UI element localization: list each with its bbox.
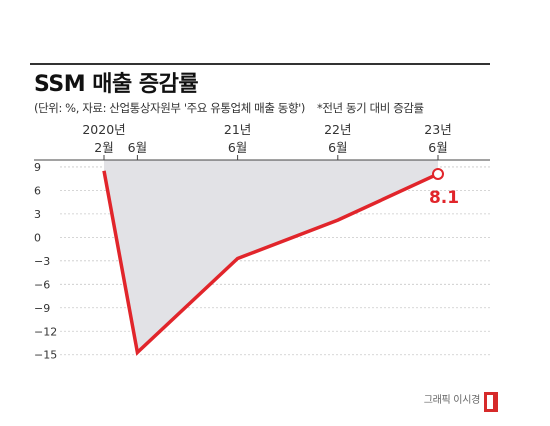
x-tick-month-label: 6월 [228, 140, 247, 155]
subtitle-note: *전년 동기 대비 증감률 [317, 101, 424, 115]
x-tick-year-label: 21년 [224, 122, 251, 137]
y-tick-label: 9 [34, 161, 41, 174]
y-tick-label: 6 [34, 184, 41, 197]
x-tick-month-label: 6월 [428, 140, 447, 155]
chart-subtitle: (단위: %, 자료: 산업통상자원부 '주요 유통업체 매출 동향') *전년 … [34, 100, 424, 116]
x-tick-year-label: 2020년 [82, 122, 125, 137]
y-tick-label: −9 [34, 302, 50, 315]
last-value-label: 8.1 [429, 188, 459, 208]
chart-title: SSM 매출 증감률 [34, 72, 199, 97]
x-tick-year-label: 22년 [324, 122, 351, 137]
x-tick-year-label: 23년 [424, 122, 451, 137]
publisher-logo-icon [484, 392, 498, 412]
subtitle-source: (단위: %, 자료: 산업통상자원부 '주요 유통업체 매출 동향') [34, 101, 305, 115]
title-rule [30, 63, 490, 65]
y-tick-label: −3 [34, 255, 50, 268]
y-tick-label: 3 [34, 208, 41, 221]
y-tick-label: 0 [34, 231, 41, 244]
x-tick-month-label: 6월 [328, 140, 347, 155]
y-tick-label: −6 [34, 278, 50, 291]
y-tick-label: −12 [34, 325, 57, 338]
data-point [432, 167, 444, 180]
y-tick-label: −15 [34, 349, 57, 362]
x-tick-month-label: 2월 [94, 140, 113, 155]
graphic-credit: 그래픽 이시경 [423, 395, 481, 406]
area-fill [104, 160, 438, 353]
x-tick-month-label: 6월 [128, 140, 147, 155]
